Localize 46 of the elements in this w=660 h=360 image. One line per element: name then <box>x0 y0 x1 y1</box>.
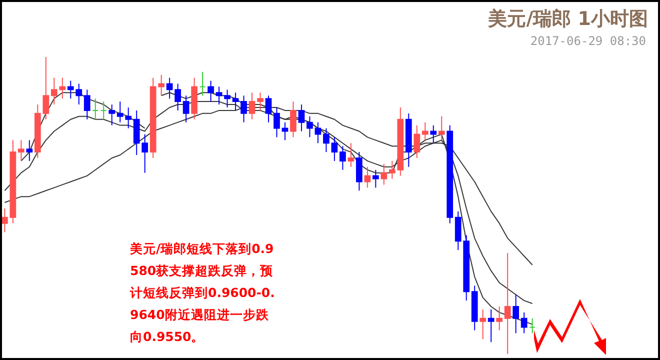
candlestick <box>84 89 90 120</box>
annotation: 美元/瑞郎短线下落到0.9580获支撑超跌反弹，预计短线反弹到0.9600-0.9640附近遇阻进一步跌向0.9550。 <box>130 240 276 346</box>
candlestick <box>488 308 494 343</box>
candlestick <box>372 169 379 188</box>
candlestick <box>274 106 280 138</box>
candlestick <box>290 101 296 138</box>
candlestick <box>314 122 322 144</box>
candlestick <box>348 142 354 168</box>
candlestick <box>496 306 503 331</box>
text: 2017-06-29 08:30 <box>530 34 646 48</box>
candlestick <box>380 163 388 186</box>
chart-title: 美元/瑞郎 1小时图 <box>488 7 648 32</box>
candlestick <box>306 116 313 138</box>
candlestick <box>108 104 116 126</box>
candlestick <box>356 152 362 192</box>
candlestick <box>248 92 256 120</box>
candlestick <box>208 80 214 102</box>
candlestick <box>298 104 305 132</box>
candlestick <box>323 128 330 153</box>
candlestick <box>174 83 181 111</box>
candlestick <box>414 124 420 158</box>
candlestick <box>340 146 346 170</box>
candlestick <box>240 95 247 123</box>
candlestick <box>18 140 24 162</box>
candlestick <box>232 92 239 111</box>
candlestick <box>529 318 535 334</box>
candlestick <box>520 312 528 334</box>
candlestick <box>282 122 288 141</box>
candlestick <box>224 89 230 108</box>
candlestick <box>182 95 190 123</box>
candlestick <box>100 101 107 120</box>
candlestick <box>504 252 511 354</box>
candlestick <box>512 294 520 334</box>
candlestick <box>438 116 445 141</box>
candlestick <box>199 71 206 96</box>
candlestick <box>265 95 272 123</box>
candlestick <box>364 166 371 188</box>
candlestick <box>480 308 486 340</box>
candlestick <box>331 136 338 162</box>
candlestick <box>422 122 428 141</box>
candlestick <box>92 98 99 120</box>
candlestick <box>430 124 437 144</box>
candlestick <box>257 92 264 111</box>
candlestick <box>216 86 222 106</box>
candlestick <box>166 77 173 100</box>
candlestick <box>26 140 33 162</box>
